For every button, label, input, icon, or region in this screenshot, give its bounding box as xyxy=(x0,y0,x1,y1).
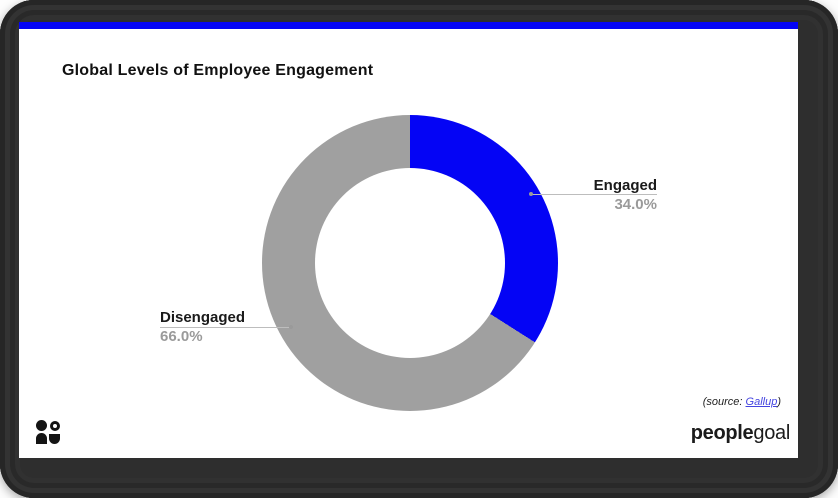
disengaged-leader-line xyxy=(160,325,293,329)
figure2-head-ring-icon xyxy=(50,421,60,431)
engaged-label: Engaged xyxy=(593,177,657,194)
figure1-body-icon xyxy=(36,433,47,444)
peoplegoal-logo: peoplegoal xyxy=(690,422,791,445)
engaged-leader-line xyxy=(529,192,657,196)
peoplegoal-icon xyxy=(36,420,61,447)
disengaged-value: 66.0% xyxy=(160,328,203,345)
logo-light-part: goal xyxy=(753,422,790,444)
donut-chart xyxy=(262,115,558,411)
figure2-body-icon xyxy=(49,434,60,444)
source-suffix: ) xyxy=(777,396,781,408)
donut-hole xyxy=(315,168,505,358)
disengaged-label: Disengaged xyxy=(160,309,246,326)
disengaged-leader-dot xyxy=(289,325,293,329)
engaged-leader-dot xyxy=(529,192,533,196)
chart-title: Global Levels of Employee Engagement xyxy=(62,62,374,79)
source-prefix: (source: xyxy=(702,396,746,408)
top-accent-bar xyxy=(19,22,798,29)
engaged-value: 34.0% xyxy=(614,196,657,213)
figure1-head-icon xyxy=(36,420,47,431)
source-note: (source: Gallup) xyxy=(703,396,781,408)
source-link[interactable]: Gallup xyxy=(745,396,778,408)
chart-card: Global Levels of Employee Engagement Eng… xyxy=(19,22,798,458)
logo-bold-part: people xyxy=(690,422,754,444)
